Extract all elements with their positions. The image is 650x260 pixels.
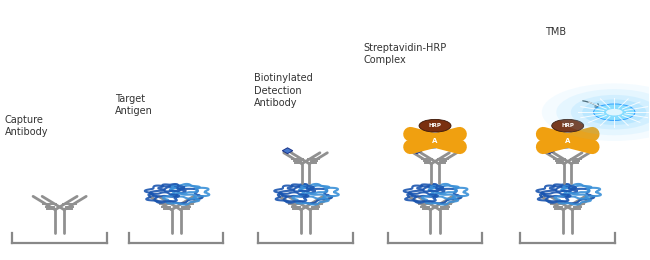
Polygon shape xyxy=(411,148,422,154)
Text: Streptavidin-HRP
Complex: Streptavidin-HRP Complex xyxy=(364,43,447,65)
Circle shape xyxy=(556,89,650,135)
Polygon shape xyxy=(545,148,555,154)
Circle shape xyxy=(571,95,650,129)
Text: A: A xyxy=(565,138,571,144)
Text: TMB: TMB xyxy=(545,27,566,37)
Circle shape xyxy=(593,104,635,120)
Circle shape xyxy=(542,83,650,141)
Text: HRP: HRP xyxy=(561,123,574,128)
Text: Target
Antigen: Target Antigen xyxy=(114,94,153,116)
Circle shape xyxy=(582,99,646,125)
Circle shape xyxy=(552,119,584,132)
Text: Capture
Antibody: Capture Antibody xyxy=(5,115,48,137)
Polygon shape xyxy=(282,148,293,154)
Text: HRP: HRP xyxy=(428,123,441,128)
Circle shape xyxy=(419,119,451,132)
Circle shape xyxy=(606,109,623,115)
Text: A: A xyxy=(432,138,437,144)
Text: Biotinylated
Detection
Antibody: Biotinylated Detection Antibody xyxy=(254,73,313,108)
